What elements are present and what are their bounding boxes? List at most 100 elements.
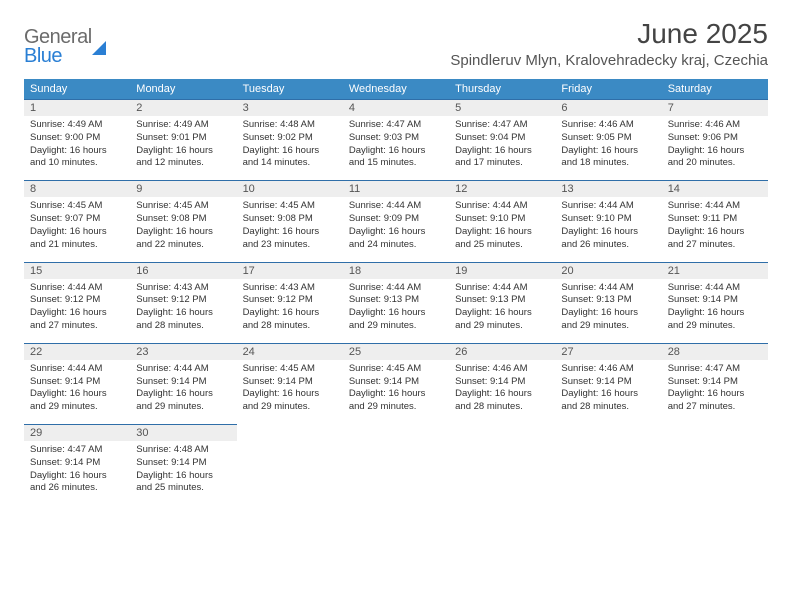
- calendar-page: General Blue June 2025 Spindleruv Mlyn, …: [0, 0, 792, 523]
- sunrise-line: Sunrise: 4:43 AM: [136, 282, 230, 295]
- sunrise-line-label: Sunrise:: [30, 363, 65, 374]
- sunset-line-value: 9:09 PM: [384, 213, 419, 224]
- sunset-line: Sunset: 9:08 PM: [243, 213, 337, 226]
- sunset-line-label: Sunset:: [136, 132, 168, 143]
- sunset-line-value: 9:07 PM: [65, 213, 100, 224]
- daylight-line: Daylight: 16 hours and 17 minutes.: [455, 145, 549, 171]
- daylight-line-label: Daylight:: [455, 388, 492, 399]
- sunrise-line: Sunrise: 4:44 AM: [561, 200, 655, 213]
- sunset-line-value: 9:05 PM: [596, 132, 631, 143]
- daynum-cell: 4: [343, 100, 449, 117]
- sunrise-line-value: 4:49 AM: [174, 119, 209, 130]
- sunset-line: Sunset: 9:12 PM: [30, 294, 124, 307]
- daynum-cell: 21: [662, 262, 768, 279]
- daylight-line-label: Daylight:: [136, 470, 173, 481]
- daylight-line: Daylight: 16 hours and 10 minutes.: [30, 145, 124, 171]
- daylight-line: Daylight: 16 hours and 29 minutes.: [136, 388, 230, 414]
- sunset-line: Sunset: 9:14 PM: [30, 376, 124, 389]
- daynum-cell: 18: [343, 262, 449, 279]
- daylight-line-label: Daylight:: [243, 307, 280, 318]
- sunrise-line-value: 4:48 AM: [174, 444, 209, 455]
- sunrise-line: Sunrise: 4:43 AM: [243, 282, 337, 295]
- title-block: June 2025 Spindleruv Mlyn, Kralovehradec…: [450, 18, 768, 69]
- daynum-cell: 7: [662, 100, 768, 117]
- sunrise-line-value: 4:45 AM: [174, 200, 209, 211]
- sunrise-line-value: 4:45 AM: [280, 200, 315, 211]
- sunrise-line-value: 4:45 AM: [280, 363, 315, 374]
- calendar-table: SundayMondayTuesdayWednesdayThursdayFrid…: [24, 79, 768, 505]
- sunset-line-value: 9:14 PM: [65, 457, 100, 468]
- sunset-line-value: 9:10 PM: [596, 213, 631, 224]
- sunset-line: Sunset: 9:11 PM: [668, 213, 762, 226]
- daynum-cell: 19: [449, 262, 555, 279]
- sunrise-line: Sunrise: 4:44 AM: [561, 282, 655, 295]
- day-cell: Sunrise: 4:48 AMSunset: 9:02 PMDaylight:…: [237, 116, 343, 181]
- sunrise-line-value: 4:49 AM: [68, 119, 103, 130]
- logo-word-blue: Blue: [24, 45, 92, 68]
- day-cell: Sunrise: 4:45 AMSunset: 9:07 PMDaylight:…: [24, 197, 130, 262]
- sunset-line-label: Sunset:: [243, 294, 275, 305]
- content-row: Sunrise: 4:44 AMSunset: 9:12 PMDaylight:…: [24, 279, 768, 344]
- sunset-line: Sunset: 9:14 PM: [30, 457, 124, 470]
- sunset-line-label: Sunset:: [349, 132, 381, 143]
- daynum-cell: 27: [555, 343, 661, 360]
- daylight-line-label: Daylight:: [243, 226, 280, 237]
- sunset-line-label: Sunset:: [30, 294, 62, 305]
- daylight-line: Daylight: 16 hours and 12 minutes.: [136, 145, 230, 171]
- sunset-line-label: Sunset:: [455, 376, 487, 387]
- sunrise-line-value: 4:43 AM: [280, 282, 315, 293]
- sunset-line-label: Sunset:: [349, 294, 381, 305]
- sunset-line-label: Sunset:: [30, 376, 62, 387]
- daylight-line: Daylight: 16 hours and 14 minutes.: [243, 145, 337, 171]
- sunset-line: Sunset: 9:12 PM: [243, 294, 337, 307]
- sunset-line: Sunset: 9:14 PM: [136, 376, 230, 389]
- sunrise-line-label: Sunrise:: [30, 282, 65, 293]
- daylight-line: Daylight: 16 hours and 29 minutes.: [668, 307, 762, 333]
- logo-text-block: General Blue: [24, 26, 92, 68]
- sunrise-line: Sunrise: 4:46 AM: [561, 119, 655, 132]
- sunrise-line-value: 4:46 AM: [493, 363, 528, 374]
- sunrise-line-value: 4:45 AM: [68, 200, 103, 211]
- sunrise-line-label: Sunrise:: [30, 119, 65, 130]
- sunrise-line: Sunrise: 4:44 AM: [668, 282, 762, 295]
- day-cell: Sunrise: 4:44 AMSunset: 9:11 PMDaylight:…: [662, 197, 768, 262]
- sunset-line-value: 9:08 PM: [277, 213, 312, 224]
- content-row: Sunrise: 4:49 AMSunset: 9:00 PMDaylight:…: [24, 116, 768, 181]
- sunset-line-label: Sunset:: [349, 213, 381, 224]
- sunrise-line-label: Sunrise:: [455, 200, 490, 211]
- day-cell: Sunrise: 4:43 AMSunset: 9:12 PMDaylight:…: [237, 279, 343, 344]
- sunset-line-label: Sunset:: [136, 376, 168, 387]
- sunset-line-value: 9:14 PM: [490, 376, 525, 387]
- daylight-line: Daylight: 16 hours and 20 minutes.: [668, 145, 762, 171]
- day-cell: Sunrise: 4:49 AM Sunset: 9:00 PMDaylight:…: [24, 116, 130, 181]
- sunset-line: Sunset: 9:00 PM: [30, 132, 124, 145]
- sunrise-line-label: Sunrise:: [349, 200, 384, 211]
- sunrise-line: Sunrise: 4:45 AM: [349, 363, 443, 376]
- sunset-line-label: Sunset:: [243, 213, 275, 224]
- sunrise-line-label: Sunrise:: [243, 363, 278, 374]
- day-cell: Sunrise: 4:44 AMSunset: 9:12 PMDaylight:…: [24, 279, 130, 344]
- daylight-line-label: Daylight:: [349, 307, 386, 318]
- sunrise-line-label: Sunrise:: [668, 363, 703, 374]
- day-cell: Sunrise: 4:44 AMSunset: 9:13 PMDaylight:…: [449, 279, 555, 344]
- sunset-line-label: Sunset:: [668, 132, 700, 143]
- day-cell: Sunrise: 4:43 AMSunset: 9:12 PMDaylight:…: [130, 279, 236, 344]
- sunrise-line: Sunrise: 4:47 AM: [30, 444, 124, 457]
- daynum-row: 2930: [24, 425, 768, 442]
- sunrise-line: Sunrise: 4:44 AM: [668, 200, 762, 213]
- sunrise-line-label: Sunrise:: [561, 363, 596, 374]
- sunset-line: Sunset: 9:14 PM: [561, 376, 655, 389]
- daynum-cell: [343, 425, 449, 442]
- daynum-cell: 11: [343, 181, 449, 198]
- sunset-line-value: 9:01 PM: [171, 132, 206, 143]
- sunset-line-value: 9:14 PM: [703, 376, 738, 387]
- daylight-line: Daylight: 16 hours and 29 minutes.: [30, 388, 124, 414]
- sunset-line: Sunset: 9:01 PM: [136, 132, 230, 145]
- sunset-line-label: Sunset:: [243, 132, 275, 143]
- sunset-line-value: 9:03 PM: [384, 132, 419, 143]
- daynum-cell: 1: [24, 100, 130, 117]
- sunrise-line-value: 4:44 AM: [68, 363, 103, 374]
- sunrise-line-label: Sunrise:: [668, 282, 703, 293]
- daylight-line: Daylight: 16 hours and 28 minutes.: [455, 388, 549, 414]
- daynum-cell: 2: [130, 100, 236, 117]
